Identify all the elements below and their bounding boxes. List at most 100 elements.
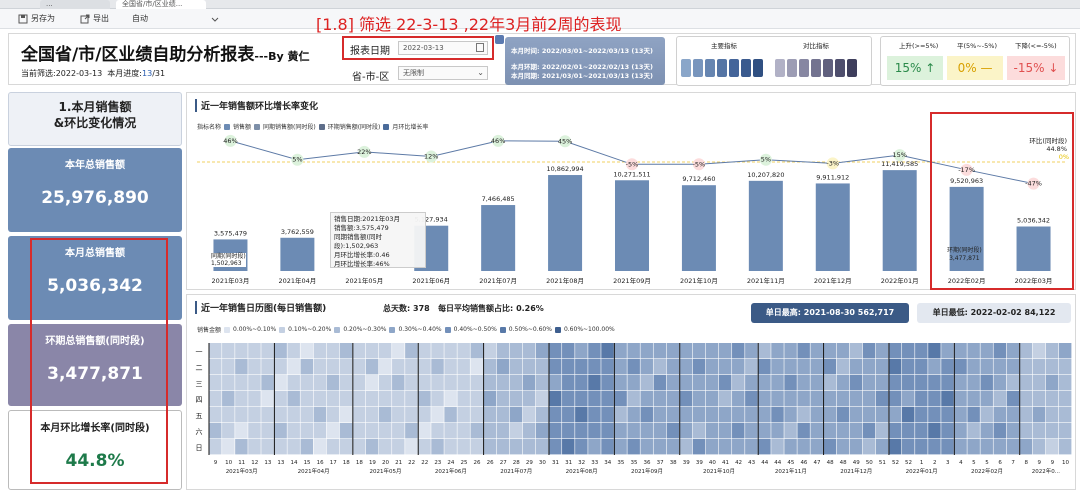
calendar-cell[interactable] xyxy=(287,423,300,439)
calendar-cell[interactable] xyxy=(222,375,235,391)
calendar-cell[interactable] xyxy=(601,391,614,407)
calendar-cell[interactable] xyxy=(627,375,640,391)
calendar-cell[interactable] xyxy=(692,391,706,407)
calendar-cell[interactable] xyxy=(810,343,823,359)
calendar-cell[interactable] xyxy=(836,359,850,375)
calendar-cell[interactable] xyxy=(705,375,719,391)
calendar-cell[interactable] xyxy=(352,439,366,455)
calendar-cell[interactable] xyxy=(718,343,732,359)
calendar-cell[interactable] xyxy=(300,343,314,359)
calendar-cell[interactable] xyxy=(313,439,327,455)
calendar-cell[interactable] xyxy=(718,391,732,407)
rate-point[interactable] xyxy=(826,157,839,170)
calendar-cell[interactable] xyxy=(470,407,483,423)
calendar-cell[interactable] xyxy=(339,407,353,423)
calendar-cell[interactable] xyxy=(745,423,758,439)
calendar-cell[interactable] xyxy=(666,343,680,359)
calendar-cell[interactable] xyxy=(470,359,483,375)
calendar-cell[interactable] xyxy=(588,391,601,407)
calendar-cell[interactable] xyxy=(548,343,562,359)
calendar-cell[interactable] xyxy=(365,391,379,407)
calendar-cell[interactable] xyxy=(287,407,300,423)
calendar-cell[interactable] xyxy=(431,439,444,455)
calendar-cell[interactable] xyxy=(601,423,614,439)
calendar-cell[interactable] xyxy=(444,407,457,423)
calendar-cell[interactable] xyxy=(810,439,823,455)
calendar-cell[interactable] xyxy=(222,423,235,439)
calendar-cell[interactable] xyxy=(784,439,797,455)
calendar-cell[interactable] xyxy=(718,407,732,423)
calendar-cell[interactable] xyxy=(967,343,980,359)
calendar-cell[interactable] xyxy=(235,343,248,359)
calendar-cell[interactable] xyxy=(352,391,366,407)
calendar-cell[interactable] xyxy=(392,439,405,455)
calendar-cell[interactable] xyxy=(444,375,457,391)
calendar-cell[interactable] xyxy=(993,359,1007,375)
calendar-cell[interactable] xyxy=(797,343,810,359)
calendar-cell[interactable] xyxy=(692,343,706,359)
calendar-cell[interactable] xyxy=(771,407,784,423)
legend-item[interactable]: 0.00%~0.10% xyxy=(233,326,277,333)
calendar-cell[interactable] xyxy=(261,439,274,455)
calendar-cell[interactable] xyxy=(1006,359,1020,375)
calendar-cell[interactable] xyxy=(1032,359,1046,375)
calendar-cell[interactable] xyxy=(535,343,549,359)
calendar-cell[interactable] xyxy=(535,407,549,423)
calendar-cell[interactable] xyxy=(745,439,758,455)
calendar-cell[interactable] xyxy=(653,391,667,407)
calendar-cell[interactable] xyxy=(614,375,627,391)
calendar-cell[interactable] xyxy=(378,423,392,439)
calendar-cell[interactable] xyxy=(209,391,222,407)
calendar-cell[interactable] xyxy=(522,343,536,359)
calendar-cell[interactable] xyxy=(1045,423,1059,439)
calendar-cell[interactable] xyxy=(535,439,549,455)
calendar-cell[interactable] xyxy=(1045,375,1059,391)
calendar-cell[interactable] xyxy=(248,375,261,391)
calendar-cell[interactable] xyxy=(326,343,340,359)
calendar-cell[interactable] xyxy=(745,343,758,359)
calendar-cell[interactable] xyxy=(392,375,405,391)
calendar-cell[interactable] xyxy=(326,407,340,423)
calendar-cell[interactable] xyxy=(248,343,261,359)
calendar-cell[interactable] xyxy=(509,343,523,359)
calendar-cell[interactable] xyxy=(862,391,876,407)
calendar-cell[interactable] xyxy=(666,407,680,423)
calendar-cell[interactable] xyxy=(235,375,248,391)
calendar-cell[interactable] xyxy=(692,423,706,439)
calendar-cell[interactable] xyxy=(300,423,314,439)
calendar-cell[interactable] xyxy=(235,359,248,375)
calendar-cell[interactable] xyxy=(1006,407,1020,423)
calendar-cell[interactable] xyxy=(784,391,797,407)
rate-point[interactable] xyxy=(759,153,772,166)
calendar-cell[interactable] xyxy=(823,423,837,439)
calendar-cell[interactable] xyxy=(378,439,392,455)
calendar-cell[interactable] xyxy=(784,375,797,391)
calendar-cell[interactable] xyxy=(209,423,222,439)
calendar-cell[interactable] xyxy=(1006,423,1020,439)
calendar-cell[interactable] xyxy=(1032,343,1046,359)
calendar-cell[interactable] xyxy=(378,391,392,407)
calendar-cell[interactable] xyxy=(823,407,837,423)
calendar-cell[interactable] xyxy=(378,407,392,423)
calendar-cell[interactable] xyxy=(601,359,614,375)
calendar-cell[interactable] xyxy=(274,343,287,359)
calendar-cell[interactable] xyxy=(692,375,706,391)
calendar-cell[interactable] xyxy=(365,375,379,391)
calendar-cell[interactable] xyxy=(392,407,405,423)
calendar-cell[interactable] xyxy=(575,359,588,375)
calendar-cell[interactable] xyxy=(862,423,876,439)
calendar-cell[interactable] xyxy=(679,343,693,359)
calendar-cell[interactable] xyxy=(496,359,510,375)
calendar-cell[interactable] xyxy=(457,407,470,423)
calendar-cell[interactable] xyxy=(758,391,771,407)
calendar-cell[interactable] xyxy=(993,439,1007,455)
calendar-cell[interactable] xyxy=(928,375,941,391)
calendar-cell[interactable] xyxy=(339,423,353,439)
calendar-cell[interactable] xyxy=(548,391,562,407)
calendar-cell[interactable] xyxy=(954,343,967,359)
calendar-cell[interactable] xyxy=(418,391,431,407)
calendar-cell[interactable] xyxy=(627,407,640,423)
calendar-cell[interactable] xyxy=(601,439,614,455)
calendar-cell[interactable] xyxy=(287,359,300,375)
calendar-cell[interactable] xyxy=(365,359,379,375)
